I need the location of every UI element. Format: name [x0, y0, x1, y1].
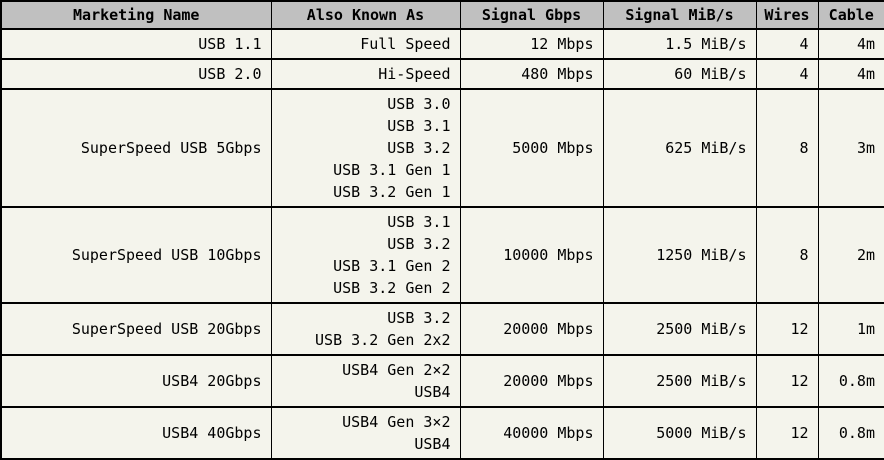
col-header-cable: Cable — [817, 0, 884, 30]
cell-signal-mibs: 5000 MiB/s — [602, 406, 757, 460]
cell-cable: 2m — [817, 206, 884, 304]
col-header-signal-mibs: Signal MiB/s — [602, 0, 757, 30]
cell-also-known-as: Full Speed — [270, 28, 461, 60]
cell-signal-gbps: 12 Mbps — [459, 28, 604, 60]
col-header-wires: Wires — [755, 0, 819, 30]
col-header-also-known-as: Also Known As — [270, 0, 461, 30]
cell-marketing-name: SuperSpeed USB 20Gbps — [0, 302, 272, 356]
cell-signal-gbps: 5000 Mbps — [459, 88, 604, 208]
cell-also-known-as: USB4 Gen 2×2 USB4 — [270, 354, 461, 408]
cell-also-known-as: Hi-Speed — [270, 58, 461, 90]
cell-signal-mibs: 60 MiB/s — [602, 58, 757, 90]
table-row: SuperSpeed USB 10Gbps USB 3.1 USB 3.2 US… — [0, 206, 884, 304]
cell-cable: 0.8m — [817, 406, 884, 460]
table-row: USB4 20Gbps USB4 Gen 2×2 USB4 20000 Mbps… — [0, 354, 884, 408]
cell-marketing-name: USB 2.0 — [0, 58, 272, 90]
cell-signal-mibs: 1250 MiB/s — [602, 206, 757, 304]
table-row: SuperSpeed USB 20Gbps USB 3.2 USB 3.2 Ge… — [0, 302, 884, 356]
cell-cable: 0.8m — [817, 354, 884, 408]
cell-signal-mibs: 625 MiB/s — [602, 88, 757, 208]
table-row: USB 2.0 Hi-Speed 480 Mbps 60 MiB/s 4 4m — [0, 58, 884, 90]
table-row: USB 1.1 Full Speed 12 Mbps 1.5 MiB/s 4 4… — [0, 28, 884, 60]
table-body: USB 1.1 Full Speed 12 Mbps 1.5 MiB/s 4 4… — [0, 28, 884, 460]
cell-signal-mibs: 2500 MiB/s — [602, 354, 757, 408]
cell-wires: 12 — [755, 302, 819, 356]
cell-marketing-name: USB4 40Gbps — [0, 406, 272, 460]
cell-signal-gbps: 20000 Mbps — [459, 354, 604, 408]
cell-marketing-name: USB 1.1 — [0, 28, 272, 60]
cell-signal-gbps: 40000 Mbps — [459, 406, 604, 460]
cell-cable: 3m — [817, 88, 884, 208]
cell-marketing-name: USB4 20Gbps — [0, 354, 272, 408]
cell-wires: 8 — [755, 88, 819, 208]
cell-wires: 12 — [755, 354, 819, 408]
table-header: Marketing Name Also Known As Signal Gbps… — [0, 0, 884, 30]
cell-signal-mibs: 1.5 MiB/s — [602, 28, 757, 60]
cell-wires: 12 — [755, 406, 819, 460]
cell-also-known-as: USB 3.0 USB 3.1 USB 3.2 USB 3.1 Gen 1 US… — [270, 88, 461, 208]
cell-also-known-as: USB4 Gen 3×2 USB4 — [270, 406, 461, 460]
cell-wires: 8 — [755, 206, 819, 304]
cell-cable: 1m — [817, 302, 884, 356]
cell-also-known-as: USB 3.2 USB 3.2 Gen 2x2 — [270, 302, 461, 356]
cell-signal-gbps: 480 Mbps — [459, 58, 604, 90]
header-row: Marketing Name Also Known As Signal Gbps… — [0, 0, 884, 30]
cell-signal-mibs: 2500 MiB/s — [602, 302, 757, 356]
cell-also-known-as: USB 3.1 USB 3.2 USB 3.1 Gen 2 USB 3.2 Ge… — [270, 206, 461, 304]
col-header-signal-gbps: Signal Gbps — [459, 0, 604, 30]
cell-cable: 4m — [817, 58, 884, 90]
cell-cable: 4m — [817, 28, 884, 60]
cell-signal-gbps: 20000 Mbps — [459, 302, 604, 356]
cell-wires: 4 — [755, 28, 819, 60]
cell-signal-gbps: 10000 Mbps — [459, 206, 604, 304]
cell-marketing-name: SuperSpeed USB 10Gbps — [0, 206, 272, 304]
table-row: SuperSpeed USB 5Gbps USB 3.0 USB 3.1 USB… — [0, 88, 884, 208]
cell-marketing-name: SuperSpeed USB 5Gbps — [0, 88, 272, 208]
col-header-marketing-name: Marketing Name — [0, 0, 272, 30]
cell-wires: 4 — [755, 58, 819, 90]
table-row: USB4 40Gbps USB4 Gen 3×2 USB4 40000 Mbps… — [0, 406, 884, 460]
